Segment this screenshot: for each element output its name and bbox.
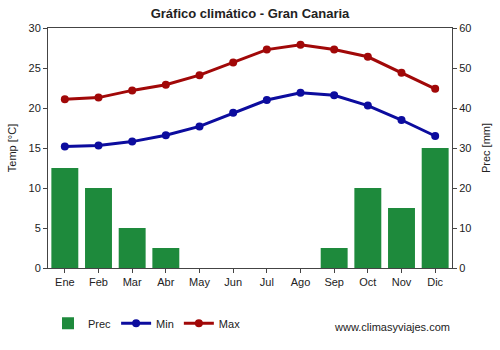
- svg-text:Dic: Dic: [427, 276, 443, 288]
- svg-text:15: 15: [29, 142, 41, 154]
- svg-text:Prec [mm]: Prec [mm]: [480, 123, 492, 173]
- svg-text:Gráfico climático - Gran Canar: Gráfico climático - Gran Canaria: [151, 6, 350, 21]
- svg-text:Ene: Ene: [55, 276, 75, 288]
- svg-text:25: 25: [29, 62, 41, 74]
- svg-text:Max: Max: [219, 318, 240, 330]
- svg-text:60: 60: [459, 22, 471, 34]
- svg-text:10: 10: [29, 182, 41, 194]
- svg-text:0: 0: [459, 262, 465, 274]
- svg-text:Sep: Sep: [324, 276, 344, 288]
- svg-text:Min: Min: [156, 318, 174, 330]
- svg-text:Oct: Oct: [359, 276, 376, 288]
- svg-text:Prec: Prec: [88, 318, 111, 330]
- svg-text:30: 30: [29, 22, 41, 34]
- svg-text:Abr: Abr: [157, 276, 174, 288]
- svg-text:Nov: Nov: [392, 276, 412, 288]
- svg-text:May: May: [189, 276, 210, 288]
- svg-text:www.climasyviajes.com: www.climasyviajes.com: [334, 321, 450, 333]
- svg-text:Jun: Jun: [224, 276, 242, 288]
- svg-text:Feb: Feb: [89, 276, 108, 288]
- svg-text:50: 50: [459, 62, 471, 74]
- svg-text:30: 30: [459, 142, 471, 154]
- svg-text:20: 20: [29, 102, 41, 114]
- svg-text:10: 10: [459, 222, 471, 234]
- svg-text:Jul: Jul: [260, 276, 274, 288]
- svg-text:Temp [°C]: Temp [°C]: [6, 124, 18, 172]
- svg-text:Ago: Ago: [291, 276, 311, 288]
- svg-text:Mar: Mar: [123, 276, 142, 288]
- svg-text:0: 0: [35, 262, 41, 274]
- svg-text:20: 20: [459, 182, 471, 194]
- svg-text:40: 40: [459, 102, 471, 114]
- svg-text:5: 5: [35, 222, 41, 234]
